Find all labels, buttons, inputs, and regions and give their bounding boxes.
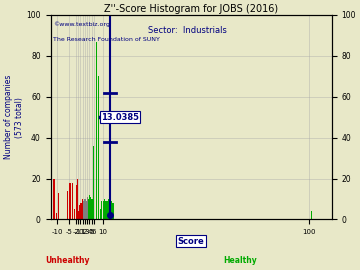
Bar	[77, 178, 78, 220]
Bar	[86, 201, 87, 220]
Bar	[91, 199, 92, 220]
Bar	[81, 203, 82, 220]
Bar	[84, 199, 85, 220]
Bar	[107, 201, 108, 220]
Bar	[84, 203, 85, 220]
Bar	[88, 199, 89, 220]
Bar	[56, 213, 57, 220]
Bar	[98, 76, 99, 220]
Text: Unhealthy: Unhealthy	[45, 256, 90, 265]
Bar	[105, 201, 106, 220]
Bar	[109, 201, 111, 220]
Bar	[76, 185, 77, 220]
Bar	[78, 211, 79, 220]
Bar	[82, 199, 83, 220]
Bar	[102, 201, 103, 220]
Bar	[80, 203, 81, 220]
Bar	[111, 201, 112, 220]
Bar	[90, 199, 91, 220]
Bar	[74, 209, 75, 220]
Bar	[103, 201, 104, 220]
Text: The Research Foundation of SUNY: The Research Foundation of SUNY	[53, 38, 160, 42]
Bar	[72, 183, 73, 220]
Bar	[112, 203, 113, 220]
Bar	[89, 195, 90, 220]
Bar	[87, 201, 89, 220]
Bar	[108, 199, 109, 220]
Bar	[96, 42, 97, 220]
Bar	[58, 193, 59, 220]
Bar	[104, 199, 105, 220]
Text: Sector:  Industrials: Sector: Industrials	[148, 26, 227, 35]
Y-axis label: Number of companies
(573 total): Number of companies (573 total)	[4, 75, 23, 159]
Title: Z''-Score Histogram for JOBS (2016): Z''-Score Histogram for JOBS (2016)	[104, 4, 278, 14]
Bar	[83, 201, 84, 220]
Text: Healthy: Healthy	[223, 256, 257, 265]
Bar	[92, 199, 93, 220]
Bar	[113, 203, 114, 220]
Bar	[93, 199, 94, 220]
Bar	[85, 199, 86, 220]
X-axis label: Score: Score	[178, 237, 204, 245]
Bar	[69, 183, 71, 220]
Bar	[79, 205, 80, 220]
Bar	[67, 191, 68, 220]
Text: ©www.textbiz.org: ©www.textbiz.org	[53, 21, 110, 27]
Text: 13.0385: 13.0385	[101, 113, 139, 122]
Bar	[100, 209, 102, 220]
Bar	[106, 201, 107, 220]
Bar	[90, 197, 91, 220]
